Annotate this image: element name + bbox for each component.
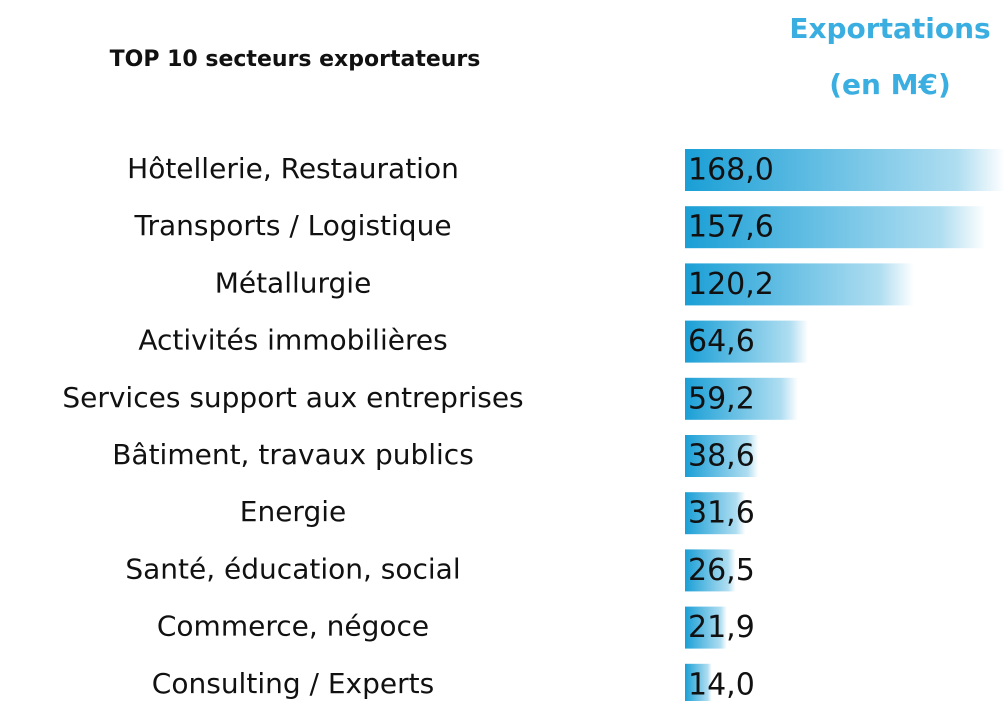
bar [685,549,736,592]
bar [685,320,809,363]
value-label: 120,2 [688,267,774,302]
bar [685,206,986,249]
value-label: 157,6 [688,210,774,245]
chart-title: TOP 10 secteurs exportateurs [110,47,481,72]
bar [685,149,1005,191]
category-label: Commerce, négoce [157,610,429,643]
bar [685,606,727,649]
category-label: Santé, éducation, social [125,552,460,585]
value-label: 38,6 [688,439,755,474]
value-label: 14,0 [688,667,755,701]
category-label: Bâtiment, travaux publics [112,438,474,471]
bar [685,492,746,535]
value-label: 26,5 [688,553,755,588]
bar [685,377,798,420]
value-label: 31,6 [688,496,755,531]
bar [685,263,914,306]
value-header: Exportations [789,12,990,45]
value-label: 64,6 [688,324,755,359]
category-label: Hôtellerie, Restauration [127,152,459,185]
bar [685,435,759,477]
category-label: Energie [240,495,346,528]
value-label: 59,2 [688,381,755,416]
category-label: Métallurgie [215,266,372,299]
category-label: Services support aux entreprises [62,381,523,414]
category-label: Consulting / Experts [152,667,434,700]
value-label: 168,0 [688,153,774,188]
value-header: (en M€) [829,68,951,101]
value-label: 21,9 [688,610,755,645]
category-label: Transports / Logistique [133,209,451,242]
category-label: Activités immobilières [138,324,447,357]
bar [685,663,712,701]
